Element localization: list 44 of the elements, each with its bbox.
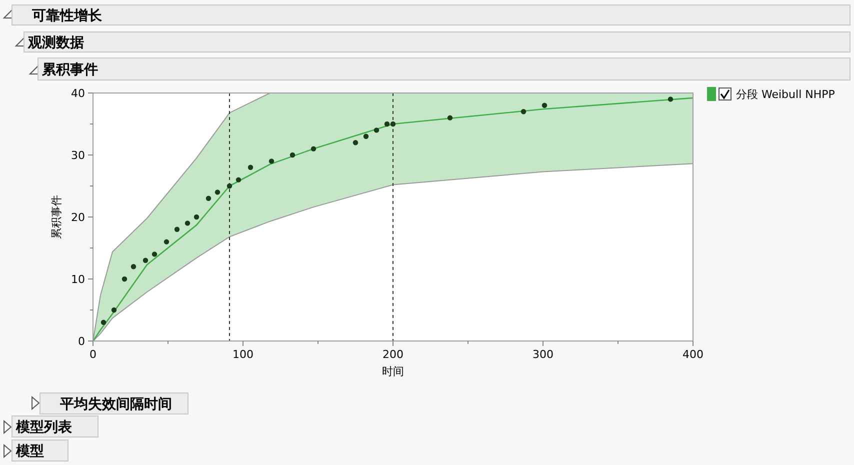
x-axis-title: 时间	[382, 365, 404, 378]
point	[174, 226, 180, 232]
point	[352, 140, 358, 146]
point	[214, 190, 220, 195]
x-tick-label: 300	[532, 348, 554, 361]
point	[194, 214, 200, 220]
y-tick-label: 10	[71, 273, 85, 286]
point	[363, 134, 369, 139]
chart-title: 可靠性增长	[31, 8, 103, 24]
point	[142, 258, 148, 263]
y-tick-label: 40	[71, 87, 85, 100]
x-tick-label: 200	[382, 348, 404, 361]
point	[164, 239, 170, 244]
y-axis-title: 累积事件	[50, 195, 63, 239]
point	[152, 252, 158, 257]
point	[100, 320, 106, 325]
point	[447, 115, 453, 120]
point	[374, 128, 380, 133]
point	[130, 264, 136, 270]
text: 模型	[15, 444, 44, 460]
text: 累积事件	[41, 62, 98, 78]
x-tick-label: 400	[682, 348, 704, 361]
text: 模型列表	[15, 420, 73, 436]
point	[668, 96, 674, 102]
point	[248, 164, 254, 170]
x-tick-label: 100	[232, 348, 254, 361]
y-tick-label: 20	[71, 211, 85, 224]
point	[310, 146, 316, 152]
point	[111, 307, 117, 313]
text: 分段 Weibull NHPP	[736, 88, 836, 101]
chart-subtitle: 观测数据	[27, 35, 84, 51]
point	[122, 276, 128, 282]
point	[206, 196, 212, 201]
point	[184, 220, 190, 226]
point	[520, 109, 526, 114]
point	[542, 102, 548, 108]
point	[268, 158, 274, 164]
point	[236, 177, 242, 182]
text: 平均失效间隔时间	[59, 396, 172, 412]
y-tick-label: 30	[71, 149, 85, 162]
x-tick-label: 0	[90, 348, 96, 361]
y-tick-label: 0	[78, 335, 85, 348]
point	[290, 152, 296, 158]
point	[384, 121, 390, 127]
